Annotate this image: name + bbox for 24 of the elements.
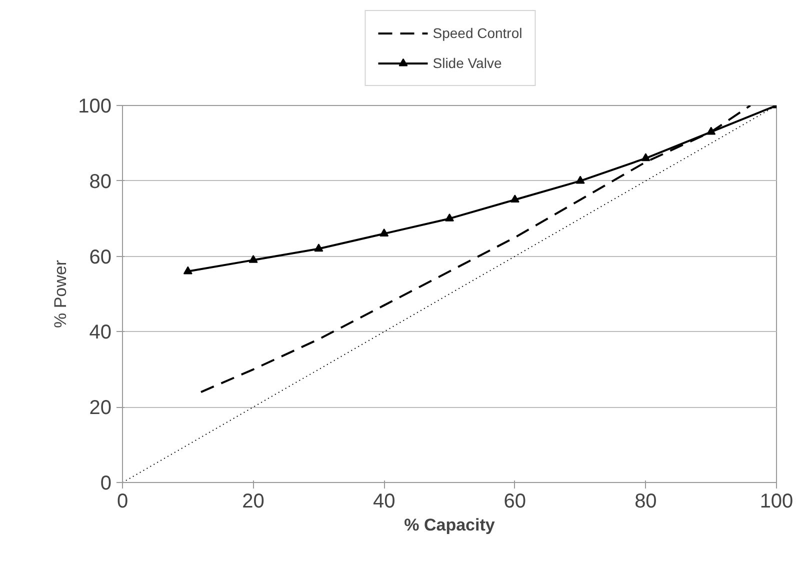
x-tick-label: 0 xyxy=(116,490,128,512)
y-tick-label: 80 xyxy=(89,170,112,193)
y-tick-label: 0 xyxy=(100,472,112,494)
y-tick-label: 60 xyxy=(89,246,112,268)
x-tick-label: 100 xyxy=(760,490,794,512)
legend-label: Slide Valve xyxy=(432,54,502,70)
point xyxy=(314,244,324,252)
point xyxy=(445,213,454,222)
y-tick-label: 40 xyxy=(89,322,112,344)
point xyxy=(380,228,389,236)
x-tick-label: 40 xyxy=(372,490,396,512)
y-axis-title: % Power xyxy=(51,260,70,328)
x-tick-label: 20 xyxy=(242,490,264,512)
x-tick-label: 60 xyxy=(504,490,526,512)
legend-label: Speed Control xyxy=(432,24,522,40)
point xyxy=(510,194,520,203)
point xyxy=(248,254,258,263)
y-tick-label: 100 xyxy=(78,96,112,118)
x-axis-title: % Capacity xyxy=(404,516,496,534)
y-tick-label: 20 xyxy=(89,397,112,420)
point xyxy=(576,176,585,184)
x-tick-label: 80 xyxy=(634,490,657,512)
point xyxy=(183,266,192,274)
point xyxy=(641,153,650,162)
